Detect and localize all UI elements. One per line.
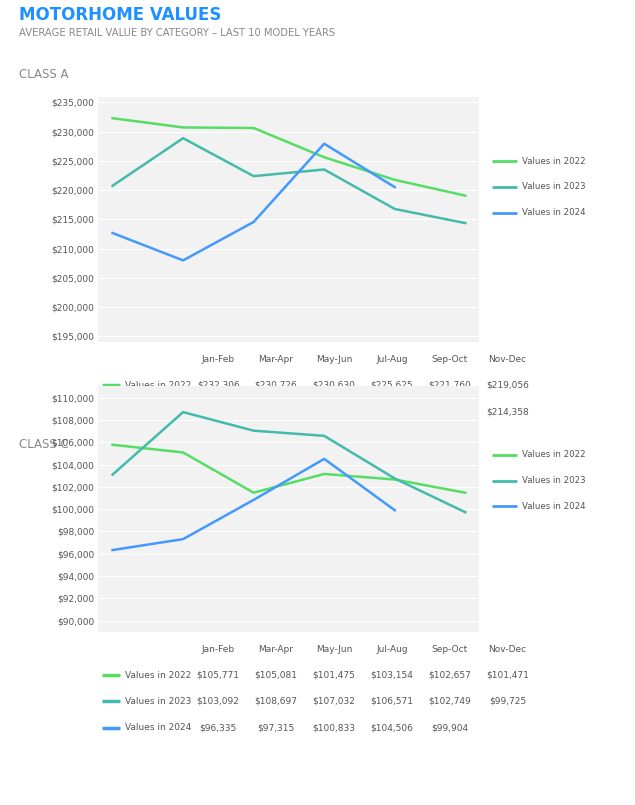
Text: $221,760: $221,760 (429, 381, 471, 390)
Text: $99,725: $99,725 (489, 697, 526, 706)
Text: Values in 2023: Values in 2023 (124, 697, 191, 706)
Text: $96,335: $96,335 (199, 723, 237, 732)
Text: Values in 2022: Values in 2022 (124, 381, 191, 390)
Text: $227,942: $227,942 (371, 433, 413, 442)
Text: $104,506: $104,506 (370, 723, 413, 732)
Text: $216,776: $216,776 (428, 407, 471, 416)
Text: $97,315: $97,315 (257, 723, 295, 732)
Text: $223,530: $223,530 (370, 407, 413, 416)
Text: Values in 2023: Values in 2023 (124, 407, 191, 416)
Text: $232,306: $232,306 (197, 381, 239, 390)
Text: Values in 2023: Values in 2023 (522, 476, 585, 485)
Text: $230,630: $230,630 (312, 381, 356, 390)
Text: $103,154: $103,154 (370, 671, 413, 679)
Text: $207,980: $207,980 (255, 433, 297, 442)
Text: Values in 2023: Values in 2023 (522, 182, 585, 192)
Text: Jul-Aug: Jul-Aug (376, 355, 408, 364)
Text: $100,833: $100,833 (312, 723, 356, 732)
Text: Mar-Apr: Mar-Apr (258, 645, 293, 654)
Text: $106,571: $106,571 (370, 697, 413, 706)
Text: Mar-Apr: Mar-Apr (258, 355, 293, 364)
Text: Values in 2022: Values in 2022 (124, 671, 191, 679)
Text: $107,032: $107,032 (312, 697, 356, 706)
Text: $99,904: $99,904 (431, 723, 468, 732)
Text: Nov-Dec: Nov-Dec (488, 645, 526, 654)
Text: Values in 2022: Values in 2022 (522, 156, 585, 166)
Text: $220,510: $220,510 (429, 433, 471, 442)
Text: Jan-Feb: Jan-Feb (201, 355, 235, 364)
Text: $105,771: $105,771 (197, 671, 239, 679)
Text: May-Jun: May-Jun (316, 645, 352, 654)
Text: $101,471: $101,471 (486, 671, 529, 679)
Text: Values in 2022: Values in 2022 (522, 450, 585, 460)
Text: $219,056: $219,056 (486, 381, 529, 390)
Text: Sep-Oct: Sep-Oct (432, 355, 468, 364)
Text: $108,697: $108,697 (255, 697, 298, 706)
Text: AVERAGE RETAIL VALUE BY CATEGORY – LAST 10 MODEL YEARS: AVERAGE RETAIL VALUE BY CATEGORY – LAST … (19, 28, 335, 38)
Text: MOTORHOME VALUES: MOTORHOME VALUES (19, 6, 222, 24)
Text: Values in 2024: Values in 2024 (124, 433, 191, 442)
Text: $101,475: $101,475 (312, 671, 356, 679)
Text: Jan-Feb: Jan-Feb (201, 645, 235, 654)
Text: Nov-Dec: Nov-Dec (488, 355, 526, 364)
Text: $220,744: $220,744 (197, 407, 239, 416)
Text: $103,092: $103,092 (197, 697, 239, 706)
Text: Sep-Oct: Sep-Oct (432, 645, 468, 654)
Text: $228,888: $228,888 (255, 407, 297, 416)
Text: CLASS C: CLASS C (19, 438, 69, 452)
Text: $214,557: $214,557 (312, 433, 356, 442)
Text: CLASS A: CLASS A (19, 68, 69, 81)
Text: $105,081: $105,081 (255, 671, 298, 679)
Text: Values in 2024: Values in 2024 (522, 502, 585, 511)
Text: $214,358: $214,358 (486, 407, 529, 416)
Text: $212,669: $212,669 (197, 433, 239, 442)
Text: Values in 2024: Values in 2024 (522, 208, 585, 217)
Text: May-Jun: May-Jun (316, 355, 352, 364)
Text: $102,749: $102,749 (429, 697, 471, 706)
Text: $230,726: $230,726 (255, 381, 297, 390)
Text: $102,657: $102,657 (428, 671, 471, 679)
Text: $225,625: $225,625 (370, 381, 413, 390)
Text: Jul-Aug: Jul-Aug (376, 645, 408, 654)
Text: $222,394: $222,394 (312, 407, 355, 416)
Text: Values in 2024: Values in 2024 (124, 723, 191, 732)
